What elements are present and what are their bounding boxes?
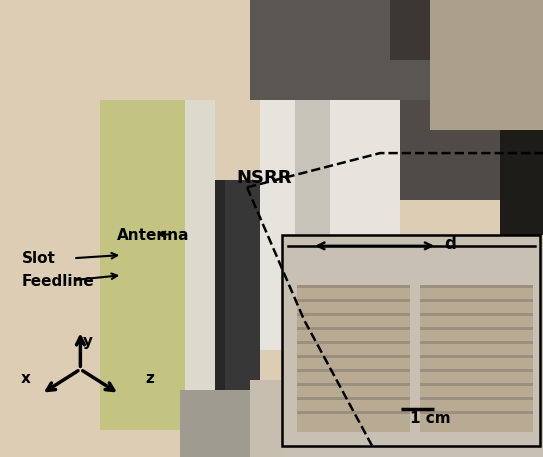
Text: z: z xyxy=(146,371,154,386)
Text: Slot: Slot xyxy=(22,251,55,266)
Text: d: d xyxy=(444,235,456,254)
Text: y: y xyxy=(83,335,92,349)
Text: Feedline: Feedline xyxy=(22,274,94,288)
Text: NSRR: NSRR xyxy=(236,169,292,187)
Text: x: x xyxy=(21,371,30,386)
Text: Antenna: Antenna xyxy=(117,228,190,243)
Bar xyxy=(282,235,540,446)
Text: 1 cm: 1 cm xyxy=(410,411,451,425)
